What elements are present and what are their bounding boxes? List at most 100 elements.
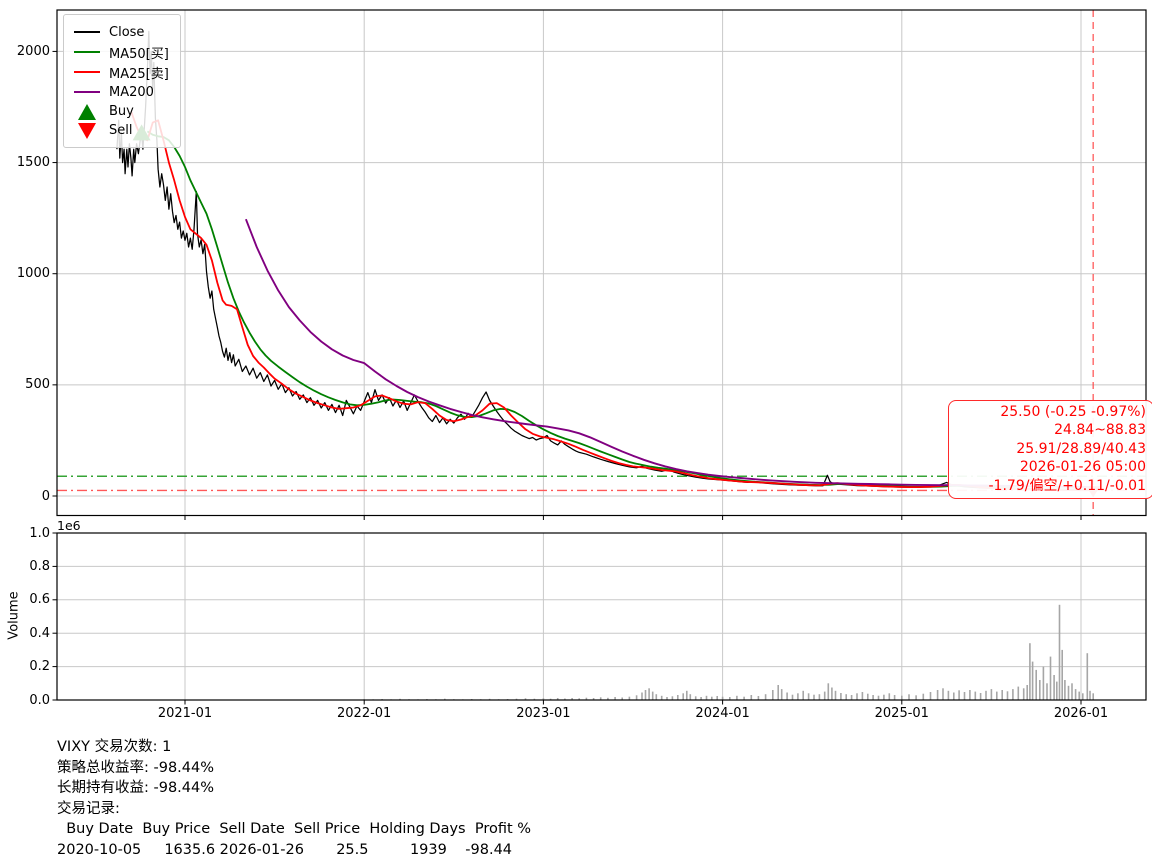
volume-bar [901, 695, 903, 700]
price-tick-label: 1500 [16, 155, 50, 171]
axes-frames [52, 9, 1147, 705]
volume-bar [1071, 683, 1073, 700]
volume-axis-offset: 1e6 [57, 518, 81, 533]
volume-bar [780, 689, 783, 700]
volume-bar [621, 697, 623, 700]
volume-bar [641, 692, 643, 700]
volume-bar [743, 696, 745, 700]
volume-bar [985, 690, 987, 700]
volume-bar [1082, 693, 1084, 700]
volume-bar [651, 691, 654, 700]
volume-bar [686, 690, 688, 700]
gridlines [57, 10, 1146, 701]
volume-bar [908, 694, 910, 700]
annotation-range: 24.84~88.83 [1054, 422, 1146, 439]
legend-item-ma200: MA200 [73, 82, 169, 102]
price-tick-label: 500 [25, 377, 50, 393]
volume-bar [1022, 688, 1025, 700]
volume-bar [861, 692, 864, 700]
trade-table-row: 2020-10-05 1635.6 2026-01-26 25.5 1939 -… [57, 841, 513, 858]
annotation-signal: -1.79/偏空/+0.11/-0.01 [988, 477, 1147, 494]
price-tick-label: 0 [41, 488, 50, 504]
volume-bar [716, 696, 718, 700]
volume-bar [791, 694, 794, 700]
volume-bar [974, 691, 977, 700]
close-line-sample [73, 30, 100, 34]
volume-bar [736, 695, 738, 700]
volume-bar [1056, 681, 1058, 700]
volume-bar [1012, 689, 1014, 700]
volume-bar [929, 692, 932, 700]
volume-bar [729, 697, 731, 700]
volume-bar [648, 688, 650, 700]
legend-label: Buy [109, 104, 134, 119]
legend-item-close: Close [73, 22, 169, 42]
legend-label: MA200 [109, 84, 154, 100]
volume-bar [444, 698, 446, 700]
volume-tick-label: 1.0 [29, 525, 50, 541]
trade-table-header: Buy Date Buy Price Sell Date Sell Price … [57, 821, 532, 838]
volume-bar [840, 693, 842, 700]
volume-bar [807, 693, 810, 700]
volume-bar [1078, 691, 1080, 700]
ma50-line-sample [73, 50, 100, 54]
volume-bar [786, 692, 788, 700]
volume-bar [1042, 666, 1045, 700]
summary-trade-count: VIXY 交易次数: 1 [57, 739, 172, 755]
volume-bar [834, 690, 837, 700]
annotation-datetime: 2026-01-26 05:00 [1019, 459, 1146, 476]
annotation-price: 25.50 (-0.25 -0.97%) [1000, 404, 1146, 420]
volume-bar [1086, 653, 1089, 700]
volume-bar [850, 695, 853, 700]
date-tick-label: 2024-01 [695, 706, 750, 721]
volume-bar [823, 691, 826, 700]
volume-bar [922, 693, 925, 700]
volume-bar [585, 697, 588, 700]
ma25-line-sample [73, 70, 100, 74]
volume-bar [757, 696, 760, 700]
volume-bar [996, 691, 998, 700]
volume-bar [592, 698, 595, 700]
date-tick-label: 2025-01 [874, 706, 929, 721]
volume-bar [856, 693, 858, 700]
volume-bar [888, 693, 891, 700]
volume-bar [689, 694, 692, 700]
ma25-line [130, 111, 1094, 492]
volume-bar [1089, 690, 1091, 700]
volume-bar [867, 693, 869, 700]
volume-bar [942, 688, 944, 700]
volume-plot-frame [56, 532, 1147, 701]
volume-bar [1026, 685, 1028, 700]
volume-bar [947, 690, 950, 700]
summary-strategy-return: 策略总收益率: -98.44% [57, 759, 215, 776]
annotation-mas: 25.91/28.89/40.43 [1016, 440, 1146, 457]
volume-bar [1058, 604, 1061, 700]
volume-bar [660, 695, 663, 700]
volume-bar [979, 693, 982, 700]
volume-bar [802, 690, 804, 700]
volume-bar [1001, 690, 1003, 700]
ma200-line [245, 218, 1094, 488]
volume-tick-label: 0.2 [29, 659, 50, 675]
legend: Close MA50[买] MA25[卖] MA200 Buy Sell [63, 14, 181, 148]
volume-bar [571, 698, 573, 700]
legend-label: Sell [109, 123, 133, 138]
volume-bar [883, 694, 885, 700]
volume-bar [556, 698, 559, 700]
volume-bar [827, 683, 830, 700]
volume-tick-label: 0.8 [29, 558, 50, 574]
date-tick-label: 2021-01 [157, 706, 213, 721]
date-tick-label: 2022-01 [337, 706, 392, 721]
volume-bar [958, 690, 960, 700]
volume-bar [1035, 669, 1037, 700]
volume-bar [721, 696, 724, 700]
legend-item-ma50: MA50[买] [73, 42, 169, 62]
volume-bar [677, 695, 679, 700]
summary-hold-return: 长期持有收益: -98.44% [57, 780, 215, 797]
volume-bar [671, 696, 674, 700]
price-plot-frame [56, 9, 1147, 517]
volume-bar [1049, 656, 1052, 700]
volume-bar [578, 698, 580, 700]
